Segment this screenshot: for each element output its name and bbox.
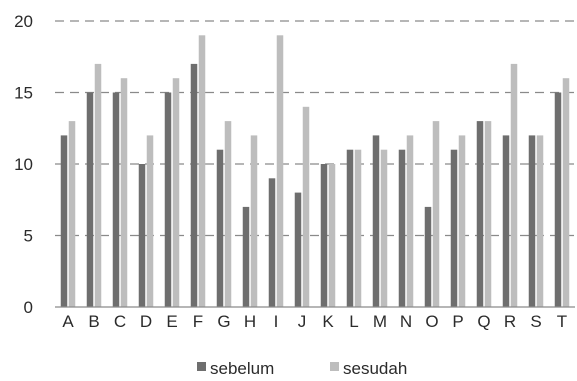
bar-sebelum-P — [450, 149, 458, 307]
x-tick-label: D — [140, 312, 152, 331]
bar-sesudah-C — [120, 78, 128, 307]
x-tick-label: K — [322, 312, 334, 331]
x-tick-label: G — [217, 312, 230, 331]
bar-sebelum-D — [138, 164, 146, 307]
bar-sesudah-N — [406, 135, 414, 307]
bar-sebelum-L — [346, 149, 354, 307]
bar-sebelum-K — [320, 164, 328, 307]
x-tick-label: E — [166, 312, 177, 331]
bar-sebelum-S — [528, 135, 536, 307]
bar-sesudah-S — [536, 135, 544, 307]
x-tick-label: O — [425, 312, 438, 331]
bar-sebelum-B — [86, 92, 94, 307]
bar-sesudah-P — [458, 135, 466, 307]
legend-label-sesudah: sesudah — [343, 359, 407, 378]
bar-sebelum-A — [60, 135, 68, 307]
x-tick-label: H — [244, 312, 256, 331]
bar-sesudah-T — [562, 78, 570, 307]
bar-sesudah-J — [302, 106, 310, 307]
bar-sesudah-R — [510, 63, 518, 308]
x-tick-label: S — [530, 312, 541, 331]
bar-sesudah-E — [172, 78, 180, 307]
legend-swatch-sesudah — [330, 362, 339, 371]
x-tick-label: T — [557, 312, 567, 331]
legend-label-sebelum: sebelum — [210, 359, 274, 378]
x-tick-label: M — [373, 312, 387, 331]
bar-sebelum-O — [424, 206, 432, 307]
bar-sebelum-M — [372, 135, 380, 307]
legend: sebelum sesudah — [197, 359, 407, 378]
x-tick-label: F — [193, 312, 203, 331]
y-tick-label: 10 — [14, 155, 33, 174]
bar-sesudah-I — [276, 35, 284, 308]
x-tick-label: C — [114, 312, 126, 331]
bar-sebelum-N — [398, 149, 406, 307]
y-tick-label: 5 — [24, 227, 33, 246]
legend-swatch-sebelum — [197, 362, 206, 371]
bar-sesudah-D — [146, 135, 154, 307]
x-tick-label: I — [274, 312, 279, 331]
bars — [60, 35, 570, 308]
y-tick-label: 20 — [14, 12, 33, 31]
bar-sesudah-O — [432, 121, 440, 307]
x-tick-label: B — [88, 312, 99, 331]
y-axis-ticks: 0 5 10 15 20 — [14, 12, 33, 317]
bar-sebelum-J — [294, 192, 302, 307]
bar-sebelum-F — [190, 63, 198, 308]
bar-sesudah-G — [224, 121, 232, 307]
bar-sesudah-K — [328, 164, 336, 307]
bar-sebelum-E — [164, 92, 172, 307]
bar-sebelum-C — [112, 92, 120, 307]
bar-sebelum-G — [216, 149, 224, 307]
bar-sebelum-T — [554, 92, 562, 307]
x-tick-label: L — [349, 312, 358, 331]
bar-sesudah-H — [250, 135, 258, 307]
y-tick-label: 0 — [24, 298, 33, 317]
bar-sesudah-F — [198, 35, 206, 308]
bar-sebelum-Q — [476, 121, 484, 307]
bar-sebelum-R — [502, 135, 510, 307]
x-tick-label: R — [504, 312, 516, 331]
bar-sesudah-L — [354, 149, 362, 307]
gridlines — [55, 20, 575, 237]
x-tick-label: P — [452, 312, 463, 331]
x-tick-label: J — [298, 312, 307, 331]
bar-sesudah-A — [68, 121, 76, 307]
y-tick-label: 15 — [14, 84, 33, 103]
x-tick-label: A — [62, 312, 74, 331]
bar-sesudah-B — [94, 63, 102, 308]
bar-sesudah-Q — [484, 121, 492, 307]
bar-sebelum-I — [268, 178, 276, 307]
x-tick-label: Q — [477, 312, 490, 331]
bar-sesudah-M — [380, 149, 388, 307]
bar-sebelum-H — [242, 206, 250, 307]
x-tick-label: N — [400, 312, 412, 331]
